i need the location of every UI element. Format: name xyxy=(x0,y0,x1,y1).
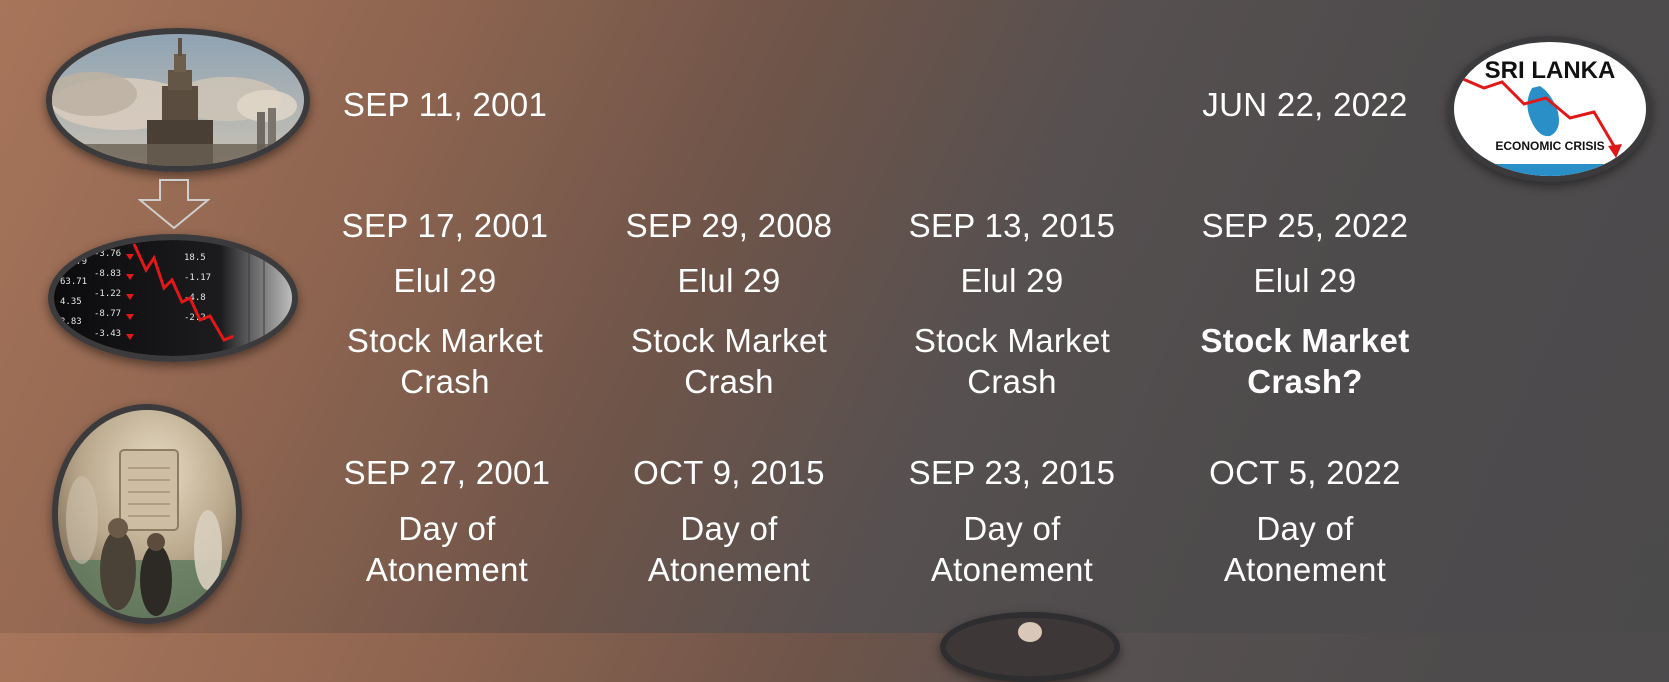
crash-event-line2: Crash xyxy=(684,363,774,400)
portrait-icon xyxy=(946,618,1114,676)
sri-lanka-subtitle: ECONOMIC CRISIS xyxy=(1495,139,1604,153)
crash-event-line2: Crash xyxy=(400,363,490,400)
bottom-partial-photo xyxy=(940,612,1120,682)
atonement-date: OCT 9, 2015 xyxy=(633,454,825,491)
atonement-event-line2: Atonement xyxy=(1223,551,1387,588)
crash-date: SEP 13, 2015 xyxy=(908,207,1116,244)
atonement-event-line2: Atonement xyxy=(647,551,811,588)
sri-lanka-crisis-image: SRI LANKA ECONOMIC CRISIS xyxy=(1448,36,1652,182)
crash-event-line2: Crash? xyxy=(1247,363,1363,400)
svg-text:-3.43: -3.43 xyxy=(94,329,121,339)
svg-text:63.71: 63.71 xyxy=(60,277,87,287)
sri-lanka-title: SRI LANKA xyxy=(1485,57,1616,84)
crash-event-line1: Stock Market xyxy=(346,322,544,359)
crash-hebrew-date: Elul 29 xyxy=(677,262,781,299)
atonement-date: OCT 5, 2022 xyxy=(1209,454,1401,491)
sep-11-photo xyxy=(46,28,310,172)
arrow-down-icon xyxy=(138,179,210,230)
crash-event-line2: Crash xyxy=(967,363,1057,400)
atonement-date: SEP 23, 2015 xyxy=(908,454,1116,491)
stock-chart-icon: 54.79 63.71 4.35 2.83 -3.76 -8.83 -1.22 … xyxy=(54,240,292,356)
crash-event-line1: Stock Market xyxy=(913,322,1111,359)
atonement-painting xyxy=(52,404,242,624)
svg-text:-8.83: -8.83 xyxy=(94,269,121,279)
crash-date: SEP 17, 2001 xyxy=(341,207,549,244)
svg-text:-2.2: -2.2 xyxy=(184,313,206,323)
atonement-event-line2: Atonement xyxy=(365,551,529,588)
crash-hebrew-date: Elul 29 xyxy=(960,262,1064,299)
atonement-event-line1: Day of xyxy=(963,510,1061,547)
svg-text:2.83: 2.83 xyxy=(60,317,82,327)
svg-text:4.35: 4.35 xyxy=(60,297,82,307)
painting-icon xyxy=(58,410,236,618)
svg-text:-4.8: -4.8 xyxy=(184,293,206,303)
svg-text:-8.77: -8.77 xyxy=(94,309,121,319)
svg-text:54.79: 54.79 xyxy=(60,257,87,267)
skyline-smoke-icon xyxy=(52,34,304,166)
crash-date: SEP 29, 2008 xyxy=(625,207,833,244)
date-sep-11-2001: SEP 11, 2001 xyxy=(342,86,548,123)
atonement-event-line1: Day of xyxy=(1256,510,1354,547)
svg-text:-1.22: -1.22 xyxy=(94,289,121,299)
atonement-date: SEP 27, 2001 xyxy=(343,454,551,491)
crash-hebrew-date: Elul 29 xyxy=(1253,262,1357,299)
crash-date: SEP 25, 2022 xyxy=(1201,207,1409,244)
crash-hebrew-date: Elul 29 xyxy=(393,262,497,299)
stock-market-board: 54.79 63.71 4.35 2.83 -3.76 -8.83 -1.22 … xyxy=(48,234,298,362)
atonement-event-line1: Day of xyxy=(680,510,778,547)
atonement-event-line2: Atonement xyxy=(930,551,1094,588)
svg-text:-3.76: -3.76 xyxy=(94,249,121,259)
svg-text:-1.17: -1.17 xyxy=(184,273,211,283)
atonement-event-line1: Day of xyxy=(398,510,496,547)
crash-event-line1: Stock Market xyxy=(630,322,828,359)
date-jun-22-2022: JUN 22, 2022 xyxy=(1202,86,1408,123)
crash-event-line1: Stock Market xyxy=(1200,322,1410,359)
sri-lanka-map-icon: SRI LANKA ECONOMIC CRISIS xyxy=(1454,42,1646,176)
svg-text:18.5: 18.5 xyxy=(184,253,206,263)
